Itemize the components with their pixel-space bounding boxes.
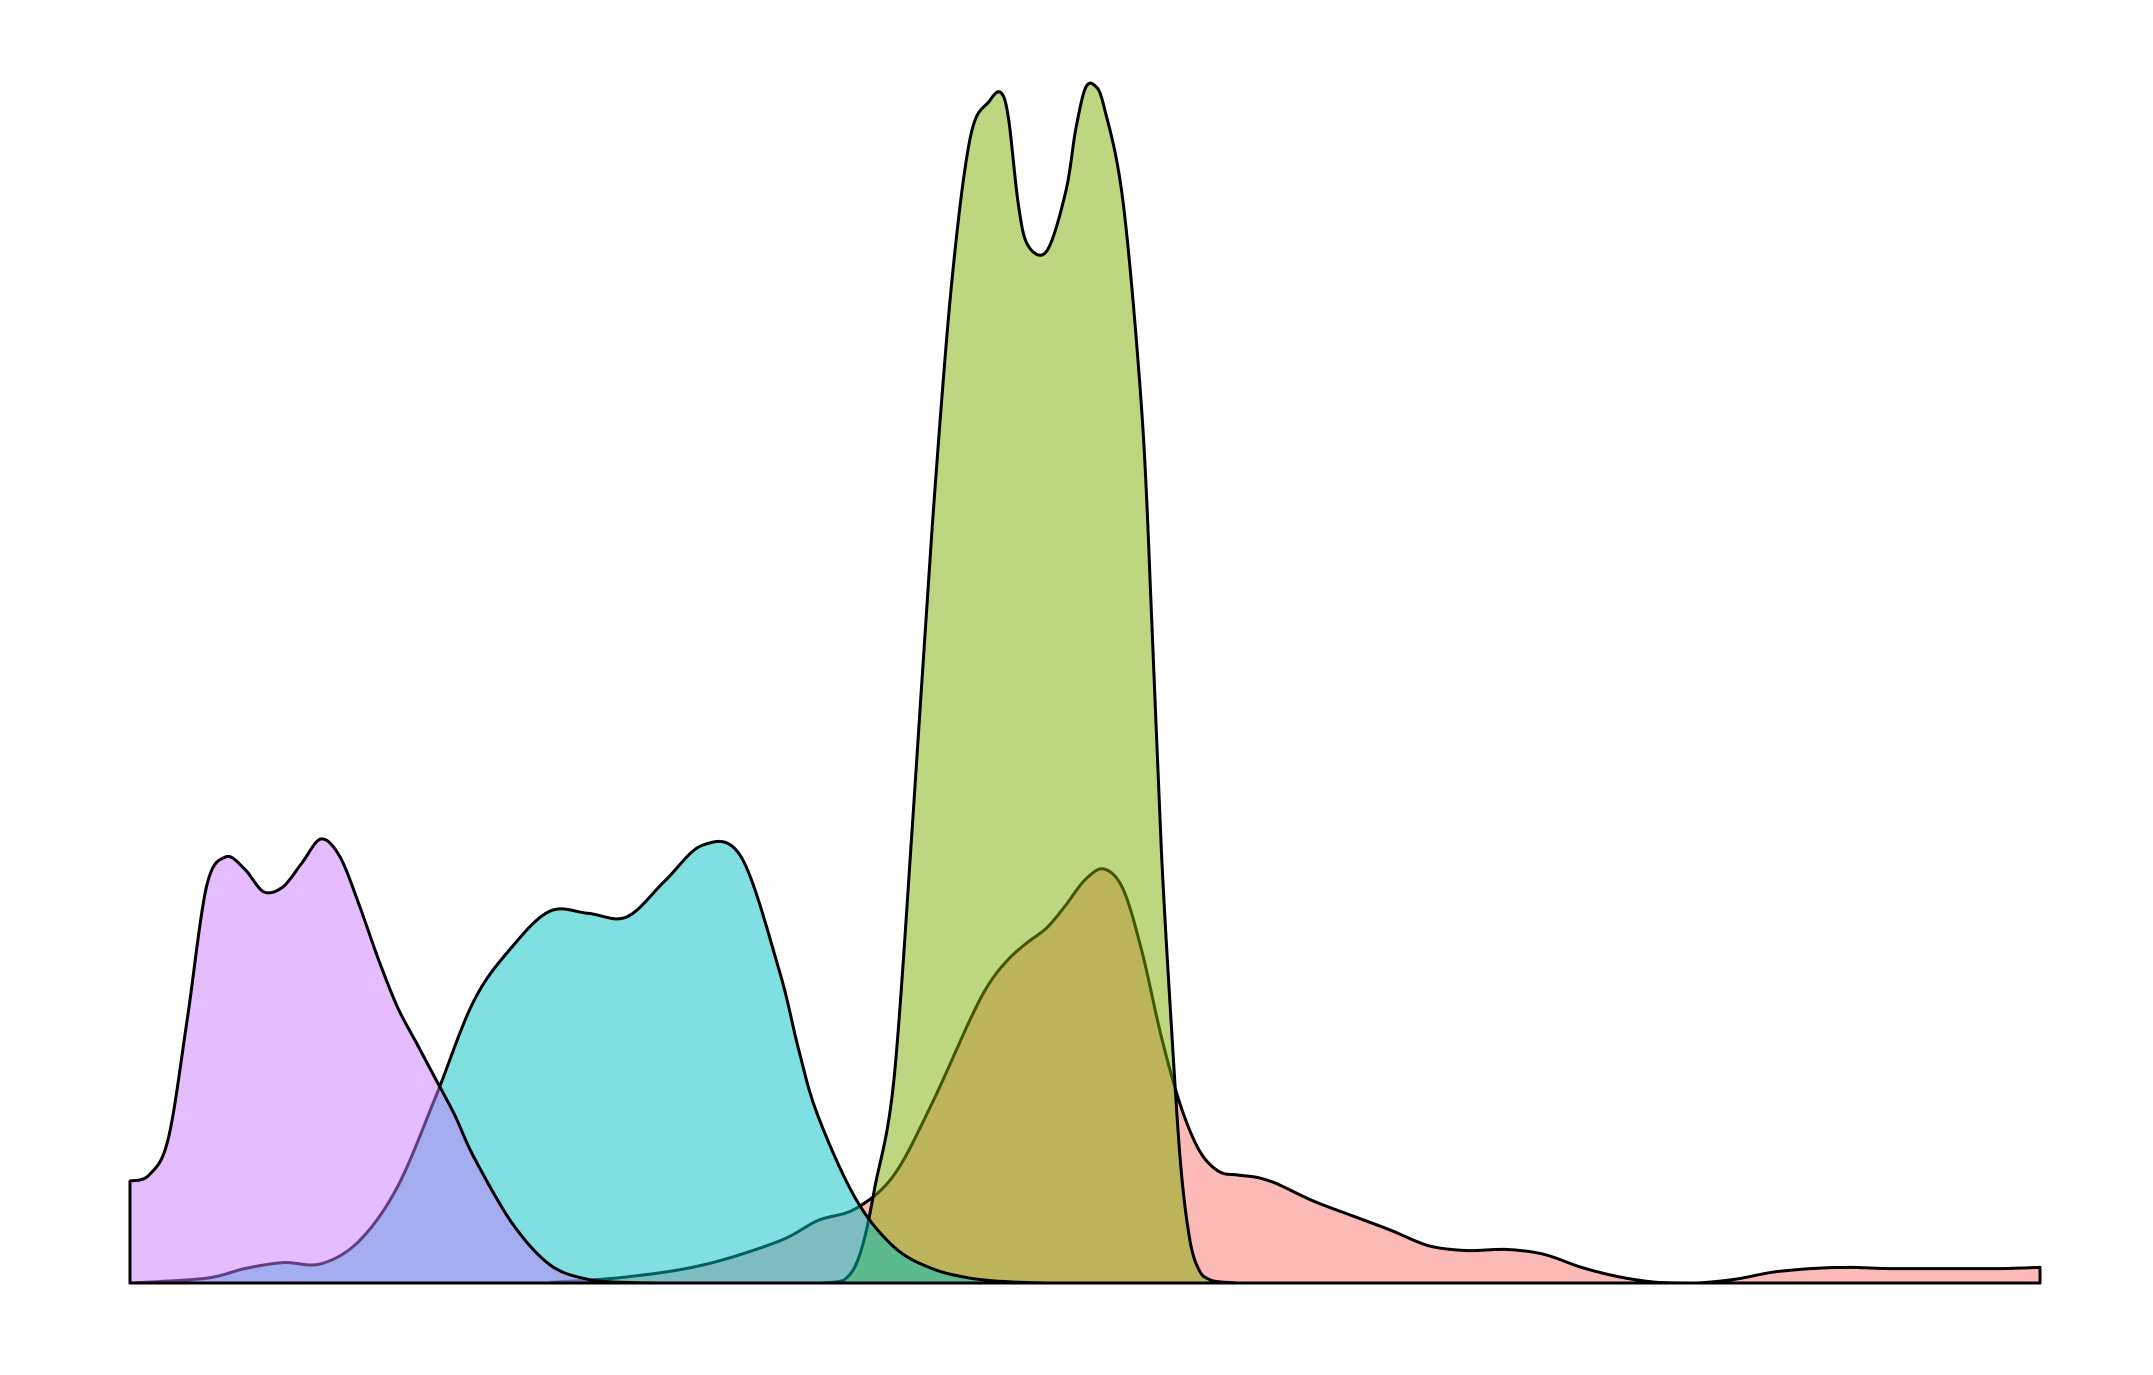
density-series-2 [816, 81, 1240, 1285]
density-series-4 [128, 837, 896, 1285]
density-area-4 [128, 837, 896, 1285]
density-area-2 [816, 81, 1240, 1285]
